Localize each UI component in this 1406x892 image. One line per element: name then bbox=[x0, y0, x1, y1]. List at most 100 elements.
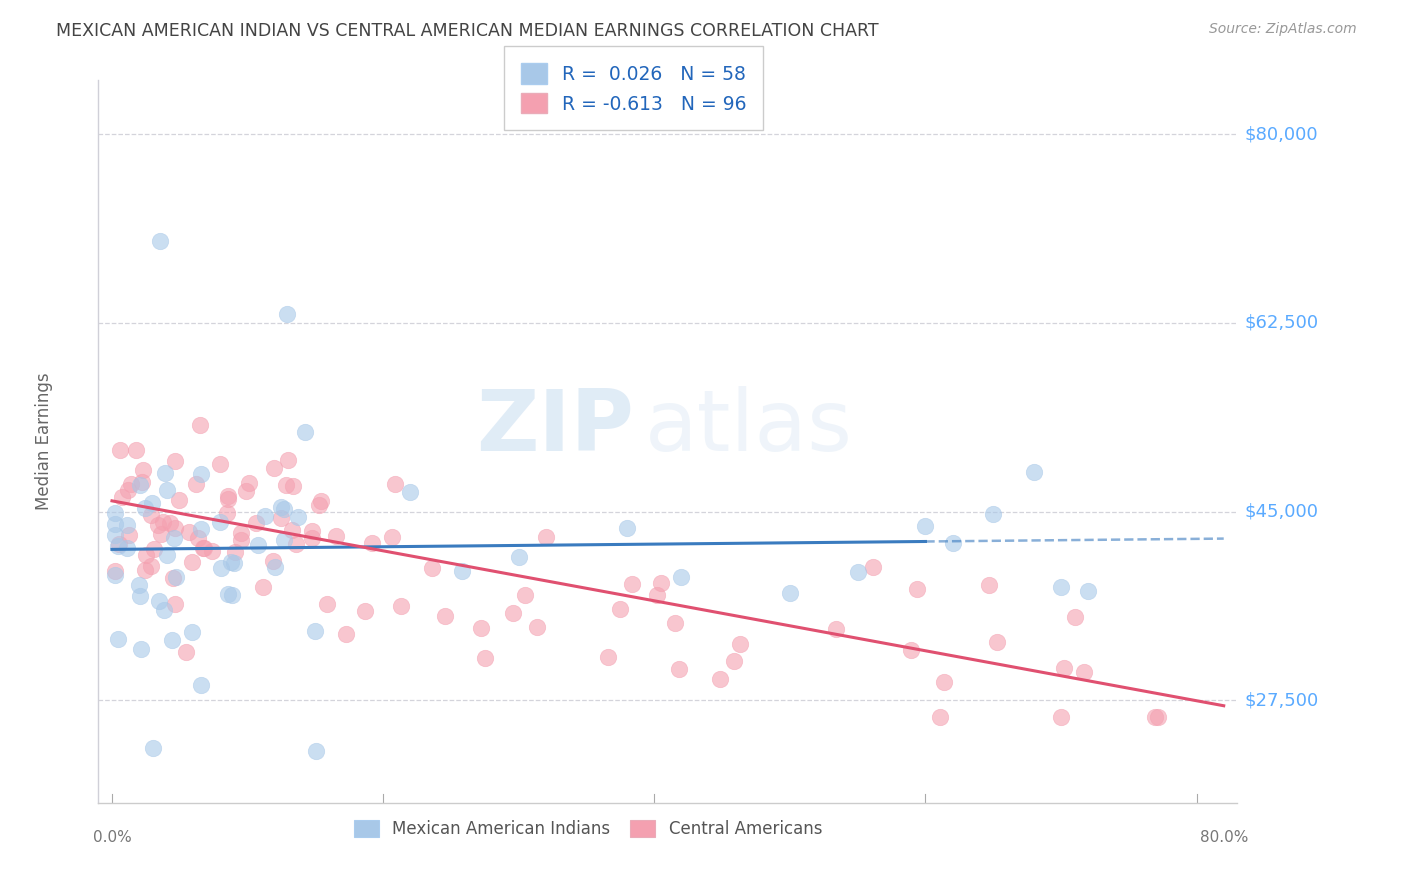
Point bbox=[238, 475, 260, 490]
Point bbox=[311, 493, 333, 508]
Point bbox=[156, 483, 179, 497]
Point bbox=[209, 560, 232, 574]
Point bbox=[474, 650, 496, 665]
Text: $62,500: $62,500 bbox=[1244, 314, 1319, 332]
Point bbox=[118, 528, 141, 542]
Point bbox=[779, 586, 801, 600]
Point bbox=[284, 537, 307, 551]
Point bbox=[723, 654, 745, 668]
Point bbox=[1146, 709, 1168, 723]
Point bbox=[287, 510, 309, 524]
Point bbox=[534, 530, 557, 544]
Point bbox=[111, 490, 134, 504]
Point bbox=[270, 510, 292, 524]
Point bbox=[191, 541, 214, 555]
Point bbox=[981, 507, 1004, 521]
Point bbox=[117, 541, 139, 555]
Point bbox=[134, 501, 156, 516]
Point bbox=[354, 604, 377, 618]
Point bbox=[190, 467, 212, 481]
Point bbox=[209, 457, 232, 471]
Point bbox=[932, 674, 955, 689]
Point bbox=[304, 624, 326, 638]
Point bbox=[508, 550, 530, 565]
Point bbox=[596, 649, 619, 664]
Point bbox=[276, 307, 298, 321]
Point bbox=[104, 568, 127, 582]
Point bbox=[190, 418, 212, 433]
Point bbox=[222, 557, 245, 571]
Point bbox=[184, 476, 207, 491]
Point bbox=[217, 587, 239, 601]
Point bbox=[200, 543, 222, 558]
Point bbox=[193, 541, 215, 555]
Text: Median Earnings: Median Earnings bbox=[35, 373, 53, 510]
Point bbox=[245, 516, 267, 531]
Point bbox=[149, 234, 172, 248]
Point bbox=[221, 588, 243, 602]
Text: $80,000: $80,000 bbox=[1244, 125, 1317, 144]
Point bbox=[162, 632, 184, 647]
Point bbox=[134, 549, 156, 563]
Point bbox=[128, 578, 150, 592]
Point bbox=[502, 606, 524, 620]
Text: MEXICAN AMERICAN INDIAN VS CENTRAL AMERICAN MEDIAN EARNINGS CORRELATION CHART: MEXICAN AMERICAN INDIAN VS CENTRAL AMERI… bbox=[56, 22, 879, 40]
Point bbox=[134, 563, 156, 577]
Point bbox=[270, 500, 292, 515]
Point bbox=[148, 594, 170, 608]
Point bbox=[301, 532, 323, 546]
Point bbox=[1077, 584, 1099, 599]
Point bbox=[235, 484, 257, 499]
Point bbox=[129, 477, 152, 491]
Point bbox=[315, 598, 337, 612]
Point bbox=[153, 466, 176, 480]
Point bbox=[900, 643, 922, 657]
Point bbox=[131, 475, 153, 490]
Point bbox=[986, 635, 1008, 649]
Point bbox=[141, 558, 163, 573]
Point bbox=[142, 741, 165, 756]
Point bbox=[668, 662, 690, 676]
Point bbox=[399, 485, 422, 500]
Point bbox=[671, 569, 693, 583]
Point bbox=[174, 645, 197, 659]
Point bbox=[1049, 709, 1071, 723]
Point bbox=[104, 564, 127, 578]
Point bbox=[381, 530, 404, 544]
Point bbox=[177, 525, 200, 540]
Point bbox=[335, 627, 357, 641]
Point bbox=[709, 672, 731, 686]
Point bbox=[229, 533, 252, 548]
Point bbox=[224, 545, 246, 559]
Point bbox=[1143, 709, 1166, 723]
Point bbox=[470, 621, 492, 635]
Point bbox=[159, 516, 181, 531]
Point bbox=[621, 577, 644, 591]
Point bbox=[325, 528, 347, 542]
Point bbox=[263, 460, 285, 475]
Point bbox=[163, 532, 186, 546]
Point bbox=[645, 588, 668, 602]
Point bbox=[156, 548, 179, 562]
Point bbox=[434, 608, 457, 623]
Point bbox=[862, 560, 884, 574]
Point bbox=[141, 496, 163, 510]
Point bbox=[180, 555, 202, 569]
Point bbox=[149, 527, 172, 541]
Point bbox=[277, 453, 299, 467]
Point bbox=[914, 519, 936, 533]
Point bbox=[124, 443, 146, 458]
Point bbox=[247, 538, 270, 552]
Point bbox=[163, 521, 186, 535]
Point bbox=[513, 588, 536, 602]
Point bbox=[108, 443, 131, 458]
Point bbox=[165, 454, 187, 468]
Point bbox=[104, 516, 127, 531]
Point bbox=[187, 531, 209, 545]
Point bbox=[1022, 465, 1045, 479]
Point bbox=[162, 571, 184, 585]
Point bbox=[262, 554, 284, 568]
Point bbox=[273, 502, 295, 516]
Point bbox=[942, 536, 965, 550]
Point bbox=[1063, 609, 1085, 624]
